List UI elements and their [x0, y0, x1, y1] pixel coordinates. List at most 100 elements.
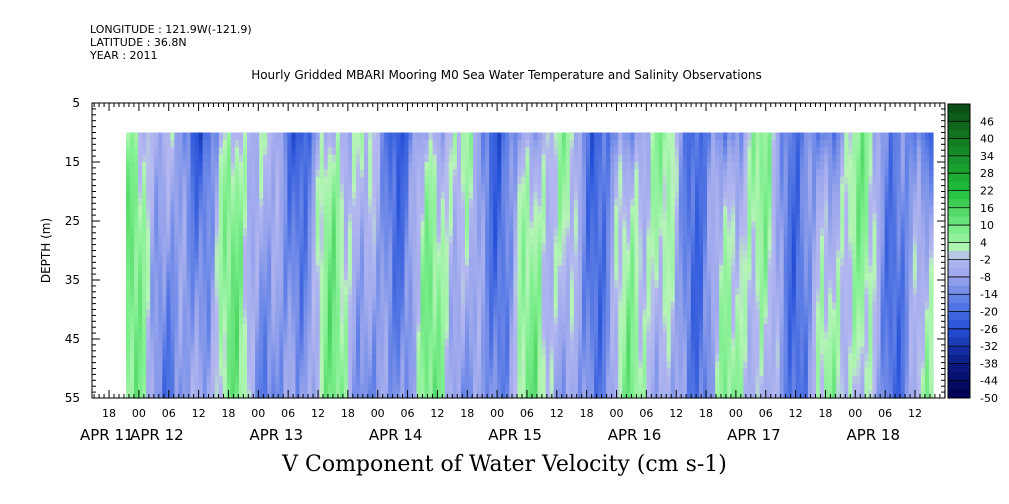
heatmap-cell — [303, 324, 309, 333]
heatmap-cell — [505, 265, 510, 274]
heatmap-cell — [541, 316, 547, 325]
heatmap-cell — [682, 302, 688, 311]
heatmap-cell — [154, 375, 159, 384]
heatmap-cell — [525, 390, 531, 399]
heatmap-cell — [448, 375, 454, 384]
heatmap-cell — [307, 176, 313, 185]
heatmap-cell — [360, 324, 365, 333]
heatmap-cell — [335, 198, 341, 207]
heatmap-cell — [497, 162, 502, 170]
heatmap-cell — [440, 302, 446, 311]
heatmap-cell — [509, 191, 514, 200]
heatmap-cell — [303, 221, 309, 229]
heatmap-cell — [138, 383, 143, 392]
heatmap-cell — [275, 280, 280, 288]
heatmap-cell — [529, 250, 535, 259]
heatmap-cell — [517, 375, 523, 384]
heatmap-cell — [275, 154, 280, 163]
heatmap-cell — [303, 294, 309, 303]
heatmap-cell — [626, 339, 631, 347]
heatmap-cell — [561, 206, 567, 215]
heatmap-cell — [174, 265, 180, 274]
heatmap-cell — [170, 390, 176, 399]
heatmap-cell — [323, 154, 329, 163]
heatmap-cell — [170, 353, 176, 362]
heatmap-cell — [376, 280, 381, 288]
heatmap-cell — [368, 235, 373, 244]
heatmap-cell — [650, 162, 656, 170]
heatmap-cell — [670, 191, 676, 200]
heatmap-cell — [247, 162, 252, 170]
heatmap-cell — [646, 316, 652, 325]
heatmap-cell — [138, 316, 143, 325]
heatmap-cell — [424, 184, 430, 193]
heatmap-cell — [380, 132, 385, 141]
heatmap-cell — [267, 162, 272, 170]
heatmap-cell — [646, 154, 652, 163]
heatmap-cell — [448, 250, 454, 259]
heatmap-cell — [206, 176, 212, 185]
heatmap-cell — [493, 346, 498, 355]
heatmap-cell — [529, 169, 535, 178]
heatmap-cell — [364, 375, 369, 384]
heatmap-cell — [513, 198, 518, 207]
heatmap-cell — [291, 206, 297, 215]
heatmap-cell — [553, 324, 559, 333]
heatmap-cell — [501, 221, 506, 229]
heatmap-cell — [598, 302, 603, 311]
heatmap-cell — [477, 390, 482, 399]
heatmap-cell — [150, 280, 155, 288]
heatmap-cell — [444, 339, 450, 347]
heatmap-cell — [444, 243, 450, 252]
heatmap-cell — [585, 302, 591, 311]
heatmap-cell — [545, 176, 551, 185]
heatmap-cell — [331, 272, 337, 281]
heatmap-cell — [670, 316, 676, 325]
heatmap-cell — [618, 324, 623, 333]
heatmap-cell — [642, 198, 648, 207]
heatmap-cell — [327, 257, 333, 266]
heatmap-cell — [279, 235, 284, 244]
heatmap-cell — [170, 287, 176, 296]
heatmap-cell — [626, 368, 631, 377]
heatmap-cell — [255, 353, 260, 362]
heatmap-cell — [497, 132, 502, 141]
heatmap-cell — [351, 162, 357, 170]
heatmap-cell — [630, 309, 636, 318]
heatmap-cell — [557, 250, 563, 259]
heatmap-cell — [658, 331, 664, 340]
heatmap-cell — [194, 132, 200, 141]
heatmap-cell — [275, 228, 280, 237]
heatmap-cell — [190, 184, 196, 193]
heatmap-cell — [581, 390, 587, 399]
heatmap-cell — [259, 265, 264, 274]
heatmap-cell — [392, 147, 397, 156]
heatmap-cell — [533, 176, 539, 185]
heatmap-cell — [630, 257, 636, 266]
heatmap-cell — [529, 361, 535, 370]
heatmap-cell — [182, 228, 188, 237]
heatmap-cell — [255, 331, 260, 340]
heatmap-cell — [497, 375, 502, 384]
heatmap-cell — [162, 346, 167, 355]
heatmap-cell — [456, 272, 462, 281]
heatmap-cell — [553, 154, 559, 163]
heatmap-cell — [497, 221, 502, 229]
heatmap-cell — [464, 280, 470, 288]
heatmap-cell — [303, 302, 309, 311]
heatmap-cell — [202, 280, 208, 288]
heatmap-cell — [517, 147, 523, 156]
heatmap-cell — [585, 375, 591, 384]
heatmap-cell — [275, 147, 280, 156]
heatmap-cell — [428, 139, 434, 148]
heatmap-cell — [497, 176, 502, 185]
heatmap-cell — [473, 287, 478, 296]
heatmap-cell — [642, 243, 648, 252]
heatmap-cell — [263, 191, 268, 200]
heatmap-cell — [347, 139, 353, 148]
heatmap-cell — [380, 265, 385, 274]
heatmap-cell — [315, 324, 321, 333]
heatmap-cell — [400, 280, 406, 288]
heatmap-cell — [335, 184, 341, 193]
heatmap-cell — [202, 191, 208, 200]
